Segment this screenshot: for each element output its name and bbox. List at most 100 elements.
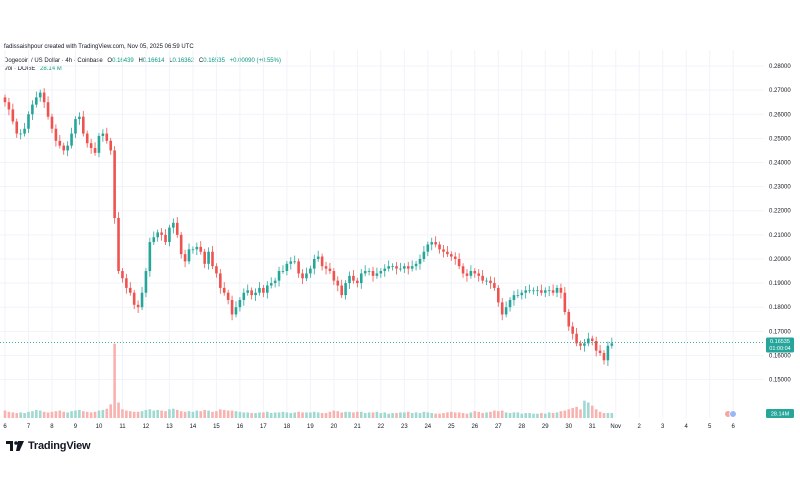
candle-body	[575, 333, 578, 344]
volume-bar	[594, 409, 598, 418]
volume-bar	[27, 411, 30, 418]
volume-bar	[430, 413, 434, 418]
price-tick-label: 0.20000	[769, 257, 791, 263]
volume-bars	[3, 343, 614, 418]
volume-bar	[7, 411, 11, 418]
candle-body	[226, 292, 230, 300]
volume-bar	[508, 413, 512, 418]
time-tick-label: 7	[27, 424, 31, 430]
time-tick-label: 28	[518, 424, 525, 430]
candle-body	[35, 97, 38, 105]
candle-body	[66, 145, 69, 151]
volume-bar	[281, 411, 285, 418]
candle-body	[516, 295, 520, 296]
candle-body	[254, 292, 257, 296]
candle-body	[340, 285, 343, 296]
volume-bar	[450, 411, 453, 418]
candle-body	[97, 135, 101, 153]
candle-body	[422, 251, 426, 259]
volume-bar	[406, 411, 410, 418]
candle-body	[54, 128, 58, 141]
candle-body	[383, 268, 387, 272]
time-tick-label: 24	[424, 424, 431, 430]
candle-body	[207, 251, 210, 264]
candle-body	[285, 263, 289, 272]
candle-body	[93, 148, 97, 153]
candle-body	[598, 350, 602, 354]
volume-bar	[340, 412, 343, 418]
volume-bar	[113, 343, 116, 418]
volume-bar	[540, 413, 543, 418]
time-tick-label: 5	[708, 424, 712, 430]
candle-body	[179, 234, 183, 255]
volume-bar	[457, 412, 461, 418]
volume-bar	[219, 409, 222, 418]
candle-body	[508, 299, 512, 308]
price-axis[interactable]: 0.28000 0.27000 0.26000 0.25000 0.24000 0.230…	[769, 64, 791, 384]
price-tick-label: 0.17000	[769, 329, 791, 335]
volume-bar	[11, 412, 15, 418]
time-tick-label: 27	[495, 424, 502, 430]
time-tick-label: 14	[190, 424, 197, 430]
candle-body	[450, 254, 453, 257]
candle-body	[58, 140, 62, 146]
volume-bar	[289, 413, 293, 418]
volume-bar	[105, 408, 109, 418]
volume-bar	[575, 406, 578, 418]
candle-body	[215, 266, 218, 274]
volume-bar	[567, 409, 571, 418]
volume-bar	[215, 411, 218, 418]
volume-bar	[38, 410, 42, 418]
candle-body	[11, 109, 15, 122]
candle-body	[117, 217, 120, 272]
time-tick-label: 19	[307, 424, 314, 430]
volume-bar	[473, 411, 477, 418]
time-tick-label: 31	[589, 424, 596, 430]
volume-bar	[211, 411, 214, 418]
tradingview-wordmark: TradingView	[28, 440, 91, 452]
candle-body	[453, 256, 457, 259]
volume-bar	[583, 400, 586, 418]
volume-bar	[485, 412, 488, 418]
candle-body	[297, 261, 300, 274]
last-price-tag	[766, 337, 794, 353]
candle-body	[19, 133, 22, 135]
candle-body	[132, 292, 136, 305]
event-markers[interactable]	[724, 410, 737, 418]
volume-label[interactable]: Vol · DOGE	[4, 66, 36, 72]
candle-body	[371, 271, 375, 276]
volume-bar	[532, 413, 535, 418]
candle-body	[238, 299, 242, 308]
volume-bar	[453, 412, 457, 418]
volume-bar	[481, 413, 484, 418]
candle-body	[481, 275, 484, 281]
candle-body	[610, 343, 614, 346]
volume-bar	[168, 409, 171, 418]
candle-body	[164, 234, 167, 243]
price-tick-label: 0.24000	[769, 161, 791, 167]
candle-body	[38, 92, 42, 98]
symbol-name[interactable]: Dogecoin / US Dollar · 4h · Coinbase	[4, 58, 103, 64]
change-value: +0.00090 (+0.55%)	[229, 58, 281, 64]
event-marker-icon[interactable]	[729, 410, 737, 418]
time-axis[interactable]: 6 7 8 9 10 11 12 13 14 15 16 17 18 19 20 21 22 23 24 25 26 27…	[3, 424, 735, 430]
candle-body	[528, 290, 531, 292]
tradingview-logo-icon	[6, 441, 24, 451]
candle-body	[42, 92, 46, 103]
candle-body	[465, 273, 469, 276]
tradingview-logo[interactable]: TradingView	[6, 440, 91, 452]
candle-body	[438, 244, 441, 250]
candle-body	[121, 271, 124, 279]
candle-body	[144, 271, 148, 293]
volume-bar	[387, 413, 390, 418]
time-tick-label: 23	[401, 424, 408, 430]
time-tick-label: 3	[661, 424, 665, 430]
candle-body	[410, 266, 414, 269]
candle-body	[352, 275, 355, 281]
candle-body	[168, 227, 171, 243]
candle-body	[222, 287, 226, 293]
volume-bar	[15, 413, 19, 418]
volume-legend-value: 28.14 M	[40, 66, 62, 72]
volume-bar	[590, 405, 594, 418]
